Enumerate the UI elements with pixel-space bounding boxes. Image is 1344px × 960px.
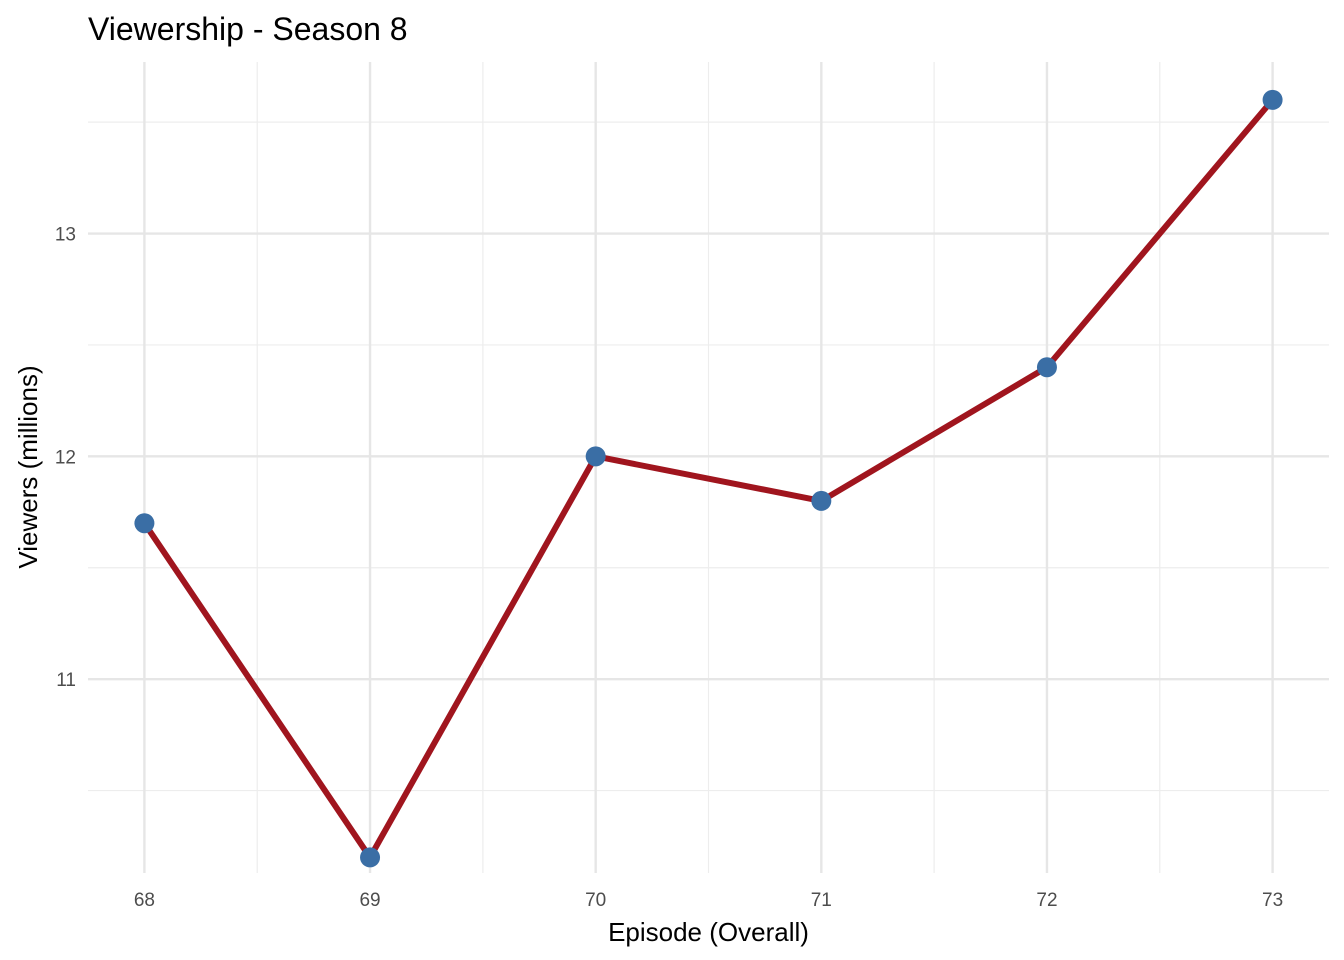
data-point xyxy=(1036,357,1057,378)
chart-title: Viewership - Season 8 xyxy=(88,11,408,47)
data-point xyxy=(360,847,381,868)
x-tick-label: 71 xyxy=(811,890,832,911)
series-line xyxy=(141,97,1275,861)
x-tick-label: 70 xyxy=(585,890,606,911)
y-axis-label: Viewers (millions) xyxy=(13,365,43,568)
data-point xyxy=(1262,89,1283,110)
x-tick-label: 73 xyxy=(1262,890,1283,911)
data-point xyxy=(134,513,155,534)
x-tick-label: 72 xyxy=(1036,890,1057,911)
x-tick-label: 69 xyxy=(359,890,380,911)
x-tick-label: 68 xyxy=(134,890,155,911)
y-tick-label: 13 xyxy=(55,225,76,246)
x-axis-label: Episode (Overall) xyxy=(608,917,809,947)
y-tick-label: 11 xyxy=(56,670,76,691)
grid xyxy=(88,62,1329,873)
tick-labels: 68 69 70 71 72 73 11 12 13 xyxy=(55,225,1283,911)
data-point xyxy=(585,446,606,467)
points-layer xyxy=(134,89,1283,868)
data-point xyxy=(811,490,832,511)
y-tick-label: 12 xyxy=(55,447,76,468)
series-layer xyxy=(141,97,1275,861)
